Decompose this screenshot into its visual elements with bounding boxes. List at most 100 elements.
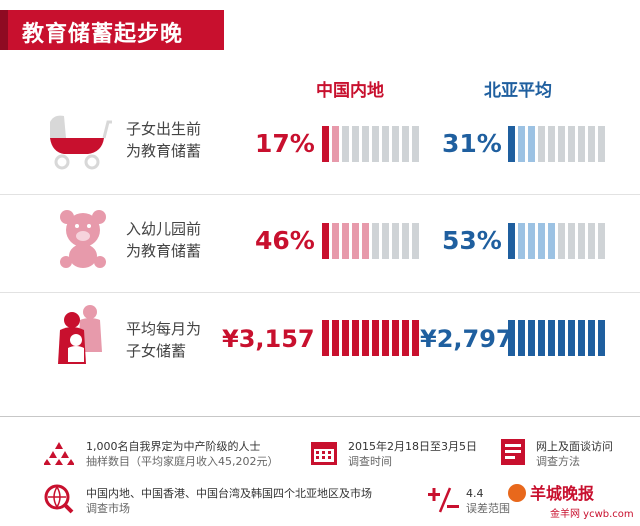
footer-markets-line1: 中国内地、中国香港、中国台湾及韩国四个北亚地区及市场	[86, 487, 372, 500]
bar-segment	[352, 320, 359, 356]
bar-segment	[382, 320, 389, 356]
title-notch	[0, 10, 8, 50]
bar-segment	[588, 320, 595, 356]
bar-segment	[352, 126, 359, 162]
bar-segment	[412, 126, 419, 162]
row-divider	[0, 194, 640, 195]
bar-segment	[568, 126, 575, 162]
row-2-label: 入幼儿园前 为教育储蓄	[126, 218, 201, 262]
bar-segment	[392, 320, 399, 356]
row-3-mainland-value: ¥3,157	[222, 325, 315, 353]
bar-segment	[528, 126, 535, 162]
bar-segment	[402, 320, 409, 356]
row-3-north-asia-value: ¥2,797	[420, 325, 513, 353]
bar-segment	[342, 320, 349, 356]
footer-markets: 中国内地、中国香港、中国台湾及韩国四个北亚地区及市场 调查市场	[86, 486, 372, 516]
bar-segment	[508, 126, 515, 162]
footer-margin-line1: 4.4	[466, 487, 484, 500]
bar-segment	[548, 223, 555, 259]
bar-segment	[412, 223, 419, 259]
plus-minus-icon	[428, 487, 459, 513]
bar-segment	[392, 223, 399, 259]
header-north-asia: 北亚平均	[484, 81, 552, 101]
bar-segment	[402, 126, 409, 162]
footer-sample: 1,000名自我界定为中产阶级的人士 抽样数目（平均家庭月收入45,202元）	[86, 439, 279, 469]
row-2-mainland-value: 46%	[255, 226, 315, 255]
calendar-icon	[311, 442, 337, 465]
bar-segment	[352, 223, 359, 259]
bar-segment	[588, 223, 595, 259]
title-banner: 教育储蓄起步晚	[0, 10, 224, 50]
bar-segment	[322, 320, 329, 356]
bar-segment	[412, 320, 419, 356]
bar-segment	[558, 320, 565, 356]
bar-segment	[578, 223, 585, 259]
row-3-label-line2: 子女储蓄	[126, 342, 187, 360]
bar-segment	[568, 223, 575, 259]
footer-margin: 4.4 误差范围	[466, 486, 510, 516]
watermark-subtext: 金羊网 ycwb.com	[550, 509, 634, 520]
bar-segment	[392, 126, 399, 162]
bar-segment	[588, 126, 595, 162]
bar-segment	[332, 320, 339, 356]
bar-segment	[538, 223, 545, 259]
bar-segment	[568, 320, 575, 356]
row-1-mainland-value: 17%	[255, 129, 315, 158]
bar-segment	[578, 126, 585, 162]
survey-form-icon	[501, 439, 525, 465]
footer-method: 网上及面谈访问 调查方法	[536, 439, 613, 469]
teddy-bear-icon	[60, 210, 106, 268]
bar-segment	[548, 126, 555, 162]
bar-segment	[508, 320, 515, 356]
bar-segment	[362, 126, 369, 162]
bar-segment	[508, 223, 515, 259]
globe-search-icon	[44, 484, 74, 514]
footer-margin-line2: 误差范围	[466, 502, 510, 515]
bar-segment	[538, 126, 545, 162]
row-divider	[0, 292, 640, 293]
footer-method-line1: 网上及面谈访问	[536, 440, 613, 453]
bar-segment	[372, 126, 379, 162]
bar-segment	[322, 223, 329, 259]
bar-segment	[402, 223, 409, 259]
bar-segment	[362, 223, 369, 259]
bar-segment	[598, 126, 605, 162]
watermark-text: 羊城晚报	[530, 484, 595, 503]
row-1-north-asia-value: 31%	[442, 129, 502, 158]
footer-period-line1: 2015年2月18日至3月5日	[348, 440, 477, 453]
footer-method-line2: 调查方法	[536, 455, 580, 468]
bar-segment	[372, 223, 379, 259]
row-1-label: 子女出生前 为教育储蓄	[126, 118, 201, 162]
bar-segment	[538, 320, 545, 356]
bar-segment	[382, 223, 389, 259]
bar-segment	[598, 320, 605, 356]
bar-segment	[518, 223, 525, 259]
bar-segment	[518, 320, 525, 356]
bar-segment	[382, 126, 389, 162]
bar-segment	[528, 320, 535, 356]
page-title: 教育储蓄起步晚	[22, 22, 184, 47]
bar-segment	[578, 320, 585, 356]
people-stack-icon	[44, 442, 74, 465]
row-3-label: 平均每月为 子女储蓄	[126, 318, 201, 362]
watermark-logo	[508, 484, 526, 502]
row-2-label-line1: 入幼儿园前	[126, 220, 202, 238]
header-mainland: 中国内地	[316, 81, 384, 101]
bar-segment	[548, 320, 555, 356]
family-icon	[58, 305, 102, 364]
footer-divider	[0, 416, 640, 417]
bar-segment	[322, 126, 329, 162]
footer-period-line2: 调查时间	[348, 455, 392, 468]
row-1-label-line1: 子女出生前	[126, 120, 202, 138]
bar-segment	[598, 223, 605, 259]
bar-segment	[518, 126, 525, 162]
row-2-label-line2: 为教育储蓄	[126, 242, 202, 260]
bar-segment	[362, 320, 369, 356]
footer-sample-line1: 1,000名自我界定为中产阶级的人士	[86, 440, 261, 453]
bar-segment	[342, 126, 349, 162]
row-2-north-asia-value: 53%	[442, 226, 502, 255]
bar-segment	[528, 223, 535, 259]
bar-segment	[342, 223, 349, 259]
bar-segment	[558, 223, 565, 259]
bar-segment	[558, 126, 565, 162]
